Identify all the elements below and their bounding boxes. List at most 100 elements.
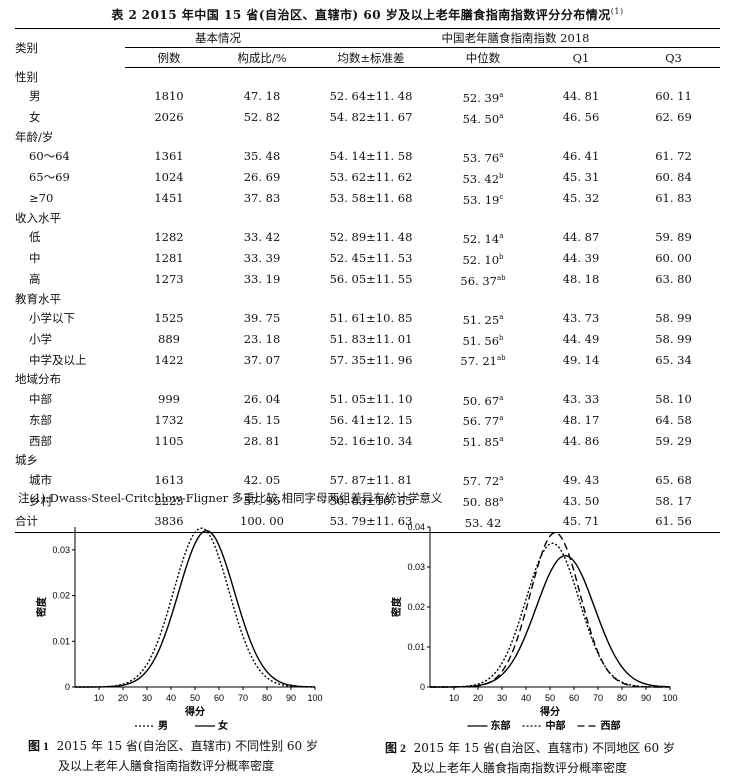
y-tick-label: 0.04 bbox=[407, 522, 425, 532]
series-line-0 bbox=[430, 554, 671, 688]
figure1-caption-line2: 及以上老年人膳食指南指数评分概率密度 bbox=[58, 759, 275, 773]
section-row: 年龄/岁 bbox=[15, 128, 720, 146]
cell-pct: 33. 39 bbox=[243, 251, 281, 266]
cell-n: 1361 bbox=[154, 149, 184, 164]
empty-cell bbox=[311, 209, 431, 227]
x-tick-label: 40 bbox=[166, 693, 176, 703]
cell-n: 1451 bbox=[154, 191, 184, 206]
table-note: 注(1):Dwass-Steel-Critchlow-Fligner 多重比较,… bbox=[18, 491, 443, 505]
row-label: 65～69 bbox=[29, 170, 70, 185]
x-tick-label: 70 bbox=[238, 693, 248, 703]
x-tick-label: 20 bbox=[473, 693, 483, 703]
empty-cell bbox=[125, 128, 213, 146]
cell-n: 1281 bbox=[154, 251, 184, 266]
median-value: 57. 21 bbox=[460, 354, 497, 369]
cell-q1: 46. 56 bbox=[562, 110, 600, 125]
median-superscript: a bbox=[499, 231, 504, 240]
median-superscript: a bbox=[499, 393, 504, 402]
cell-q1: 49. 14 bbox=[562, 352, 600, 367]
median-value: 52. 39 bbox=[462, 90, 500, 105]
empty-cell bbox=[213, 451, 311, 469]
cell-q3: 64. 58 bbox=[655, 412, 692, 427]
table-row: 男 1810 47. 18 52. 64±11. 48 52. 39a 44. 81 60.… bbox=[15, 86, 720, 107]
empty-cell bbox=[535, 370, 627, 388]
row-label: 60～64 bbox=[29, 149, 70, 164]
row-label: 中学及以上 bbox=[29, 352, 87, 367]
cell-median: 57. 21ab bbox=[431, 349, 535, 370]
empty-cell bbox=[431, 451, 535, 469]
table-caption-label: 表 2 bbox=[111, 8, 138, 22]
x-tick-label: 10 bbox=[94, 693, 104, 703]
cell-median: 56. 37ab bbox=[431, 269, 535, 290]
cell-mean: 53. 79±11. 63 bbox=[311, 511, 431, 533]
cell-n: 2223 bbox=[154, 493, 184, 508]
cell-q1: 43. 73 bbox=[562, 311, 600, 326]
cell-n: 1810 bbox=[154, 89, 184, 104]
cell-mean: 51. 05±11. 10 bbox=[329, 391, 413, 406]
cell-median: 52. 10b bbox=[431, 248, 535, 269]
empty-cell bbox=[125, 209, 213, 227]
cell-q3: 61. 56 bbox=[627, 511, 720, 533]
cell-mean: 52. 64±11. 48 bbox=[329, 89, 413, 104]
table-row: 60～64 1361 35. 48 54. 14±11. 58 53. 76a 46. 4… bbox=[15, 146, 720, 167]
series-line-0 bbox=[75, 527, 315, 688]
header-group-basic: 基本情况 bbox=[125, 27, 311, 49]
section-row: 收入水平 bbox=[15, 209, 720, 227]
cell-mean: 52. 45±11. 53 bbox=[329, 251, 413, 266]
section-label: 教育水平 bbox=[15, 291, 61, 306]
cell-q3: 59. 89 bbox=[655, 230, 692, 245]
cell-pct: 26. 69 bbox=[243, 170, 281, 185]
median-value: 53. 76 bbox=[462, 150, 500, 165]
cell-median: 52. 14a bbox=[431, 227, 535, 248]
table-row: 西部 1105 28. 81 52. 16±10. 34 51. 85a 44. 86 59… bbox=[15, 430, 720, 451]
cell-pct: 57. 95 bbox=[243, 493, 281, 508]
row-label: 城市 bbox=[29, 472, 52, 487]
empty-cell bbox=[431, 209, 535, 227]
row-label: 低 bbox=[29, 230, 41, 245]
figure2-caption-label: 图 2 bbox=[385, 741, 407, 755]
median-value: 50. 88 bbox=[462, 495, 500, 509]
cell-q1: 48. 18 bbox=[562, 271, 600, 286]
cell-pct: 35. 48 bbox=[243, 149, 281, 164]
figure2-caption-line1: 2015 年 15 省(自治区、直辖市) 不同地区 60 岁 bbox=[413, 741, 675, 755]
section-label: 地域分布 bbox=[15, 372, 61, 387]
cell-q3: 59. 29 bbox=[655, 433, 692, 448]
cell-n: 1613 bbox=[154, 472, 184, 487]
cell-q3: 58. 17 bbox=[655, 493, 692, 508]
cell-pct: 42. 05 bbox=[243, 472, 281, 487]
cell-mean: 56. 05±11. 55 bbox=[329, 271, 413, 286]
series-line-2 bbox=[430, 531, 670, 688]
y-tick-label: 0.03 bbox=[407, 562, 425, 572]
cell-q3: 58. 10 bbox=[655, 391, 692, 406]
cell-n: 1273 bbox=[154, 271, 184, 286]
table-row: 乡村 2223 57. 95 50. 83±10. 55 50. 88a 43. 50 58… bbox=[15, 490, 720, 511]
section-label: 城乡 bbox=[15, 453, 38, 468]
cell-n: 999 bbox=[158, 391, 180, 406]
x-axis-label: 得分 bbox=[184, 705, 205, 718]
empty-cell bbox=[213, 289, 311, 307]
x-tick-label: 40 bbox=[521, 693, 531, 703]
y-tick-label: 0.02 bbox=[407, 602, 425, 612]
cell-q1: 43. 33 bbox=[562, 391, 600, 406]
cell-n: 2026 bbox=[154, 110, 184, 125]
median-value: 53. 42 bbox=[462, 171, 500, 186]
cell-mean: 50. 83±10. 55 bbox=[329, 493, 413, 508]
cell-mean: 53. 62±11. 62 bbox=[329, 170, 413, 185]
row-label: 中 bbox=[29, 251, 41, 266]
table-row: 65～69 1024 26. 69 53. 62±11. 62 53. 42b 45. 3… bbox=[15, 167, 720, 188]
median-superscript: ab bbox=[496, 354, 506, 363]
table-row: 中学及以上 1422 37. 07 57. 35±11. 96 57. 21ab 49. … bbox=[15, 349, 720, 370]
table-row: ≥70 1451 37. 83 53. 58±11. 68 53. 19c 45. 32 6… bbox=[15, 188, 720, 209]
cell-q1: 48. 17 bbox=[562, 412, 600, 427]
cell-pct: 28. 81 bbox=[243, 433, 281, 448]
y-tick-label: 0.02 bbox=[52, 591, 70, 601]
legend-label: 中部 bbox=[546, 719, 566, 732]
empty-cell bbox=[535, 67, 627, 86]
x-tick-label: 80 bbox=[617, 693, 627, 703]
cell-q1: 44. 86 bbox=[562, 433, 600, 448]
table-row: 小学以下 1525 39. 75 51. 61±10. 85 51. 25a 43. 73… bbox=[15, 308, 720, 329]
cell-mean: 54. 82±11. 67 bbox=[329, 110, 413, 125]
series-line-1 bbox=[75, 529, 315, 688]
y-tick-label: 0.03 bbox=[52, 545, 70, 555]
cell-q3: 58. 99 bbox=[655, 311, 692, 326]
